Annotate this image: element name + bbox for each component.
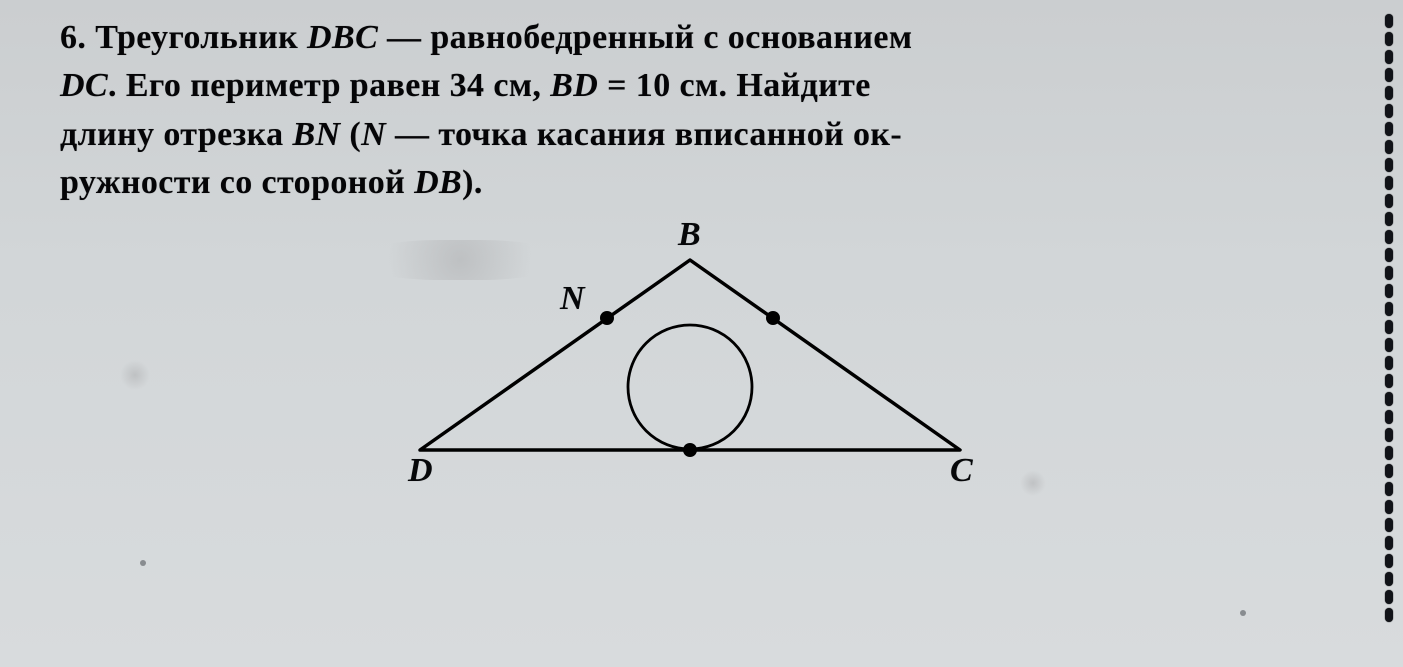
perforation-dash bbox=[1385, 464, 1393, 478]
perforation-dash bbox=[1385, 284, 1393, 298]
paper-speck bbox=[1240, 610, 1246, 616]
perforation-dash bbox=[1385, 176, 1393, 190]
vertex-label-b: B bbox=[678, 216, 701, 254]
perforation-dash bbox=[1385, 194, 1393, 208]
perforation-dash bbox=[1385, 104, 1393, 118]
text-fragment: ( bbox=[349, 116, 361, 153]
perforation-dash bbox=[1385, 410, 1393, 424]
point-n: N bbox=[361, 116, 386, 153]
text-fragment: ружности со стороной bbox=[60, 164, 405, 201]
perforation-dash bbox=[1385, 482, 1393, 496]
geometry-diagram: B N D C bbox=[300, 230, 1080, 530]
perforation-dash bbox=[1385, 140, 1393, 154]
perforation-dash bbox=[1385, 320, 1393, 334]
perforation-dash bbox=[1385, 68, 1393, 82]
perforation-dash bbox=[1385, 500, 1393, 514]
perforation-dash bbox=[1385, 554, 1393, 568]
perforation-dash bbox=[1385, 356, 1393, 370]
text-fragment: Треугольник bbox=[95, 19, 298, 56]
perforation-dash bbox=[1385, 248, 1393, 262]
problem-text: 6. Треугольник DBC — равнобедренный с ос… bbox=[60, 14, 1340, 207]
vertex-label-d: D bbox=[408, 452, 433, 490]
text-fragment: — точка касания вписанной ок- bbox=[395, 116, 902, 153]
text-fragment: — равнобедренный с основанием bbox=[387, 19, 912, 56]
perforation-dash bbox=[1385, 428, 1393, 442]
vertex-label-n: N bbox=[560, 280, 585, 318]
text-fragment: = 10 см. Найдите bbox=[598, 67, 871, 104]
perforation-dash bbox=[1385, 212, 1393, 226]
perforation-dash bbox=[1385, 608, 1393, 622]
segment-bn: BN bbox=[292, 116, 340, 153]
perforation-dash bbox=[1385, 590, 1393, 604]
perforation-dash bbox=[1385, 86, 1393, 100]
perforation-dash bbox=[1385, 266, 1393, 280]
page: 6. Треугольник DBC — равнобедренный с ос… bbox=[0, 0, 1403, 667]
perforation-dash bbox=[1385, 446, 1393, 460]
perforation-dash bbox=[1385, 572, 1393, 586]
paper-speck bbox=[140, 560, 146, 566]
base-name: DC bbox=[60, 67, 108, 104]
perforation-dash bbox=[1385, 230, 1393, 244]
perforation-dash bbox=[1385, 14, 1393, 28]
side-db: DB bbox=[414, 164, 462, 201]
text-fragment: ). bbox=[462, 164, 483, 201]
paper-smudge bbox=[120, 360, 150, 390]
problem-number: 6. bbox=[60, 19, 86, 56]
perforation-dash bbox=[1385, 392, 1393, 406]
triangle-name: DBC bbox=[307, 19, 378, 56]
perforation-dash bbox=[1385, 302, 1393, 316]
perforation-dash bbox=[1385, 518, 1393, 532]
page-edge-perforation bbox=[1377, 10, 1401, 650]
perforation-dash bbox=[1385, 32, 1393, 46]
perforation-dash bbox=[1385, 536, 1393, 550]
vertex-label-c: C bbox=[950, 452, 973, 490]
perforation-dash bbox=[1385, 374, 1393, 388]
perforation-dash bbox=[1385, 122, 1393, 136]
perforation-dash bbox=[1385, 158, 1393, 172]
text-fragment: длину отрезка bbox=[60, 116, 284, 153]
perforation-dash bbox=[1385, 50, 1393, 64]
text-fragment: . Его периметр равен 34 см, bbox=[108, 67, 541, 104]
side-bd: BD bbox=[550, 67, 598, 104]
perforation-dash bbox=[1385, 338, 1393, 352]
